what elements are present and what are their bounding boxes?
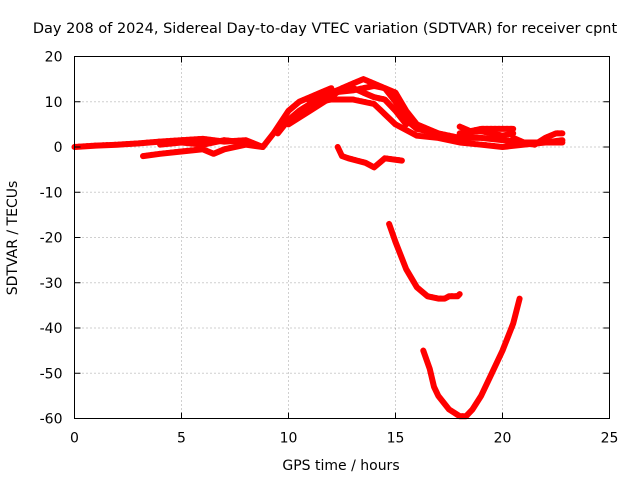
x-tick-label: 25	[601, 431, 619, 447]
x-tick-label: 15	[387, 431, 405, 447]
x-tick-label: 0	[70, 431, 79, 447]
x-tick-label: 10	[280, 431, 298, 447]
series-track-g	[317, 82, 410, 128]
series-track-e-edge	[287, 76, 564, 142]
series-track-b	[140, 141, 266, 160]
grid	[74, 56, 610, 419]
series-track-f-edge	[308, 82, 440, 133]
y-tick-label: 20	[45, 50, 63, 66]
series-track-c-edge	[159, 137, 247, 144]
series-track-m-edge	[422, 295, 521, 416]
axis-ticks: 0 5 10 15 20 25 -60 -50 -40 -30 -20 -10 0 10 20	[40, 50, 619, 447]
y-tick-label: -40	[40, 321, 63, 337]
y-axis-label: SDTVAR / TECUs	[5, 181, 21, 296]
series-track-k-edge	[336, 144, 403, 167]
series-track-j-edge	[512, 130, 564, 144]
series-track-l	[386, 220, 463, 302]
series-track-m	[420, 295, 523, 420]
x-tick-label: 5	[177, 431, 186, 447]
series-track-l-edge	[388, 220, 461, 298]
x-axis-label: GPS time / hours	[282, 458, 399, 474]
series-track-h-edge	[458, 123, 515, 131]
series-track-c	[157, 137, 249, 148]
y-tick-label: -30	[40, 276, 63, 292]
series-track-k	[334, 144, 405, 171]
series-track-i	[456, 128, 517, 139]
chart-title: Day 208 of 2024, Sidereal Day-to-day VTE…	[33, 21, 618, 37]
series-track-i-edge	[458, 128, 515, 135]
y-tick-label: -20	[40, 231, 63, 247]
y-tick-label: -10	[40, 185, 63, 201]
x-tick-label: 20	[494, 431, 512, 447]
y-tick-label: -50	[40, 366, 63, 382]
series-track-d	[274, 96, 566, 150]
y-tick-label: 10	[45, 95, 63, 111]
y-tick-label: -60	[40, 412, 63, 428]
series-track-g-edge	[319, 82, 408, 124]
y-tick-label: 0	[54, 140, 63, 156]
data-series	[71, 76, 566, 420]
series-track-j	[510, 130, 566, 148]
